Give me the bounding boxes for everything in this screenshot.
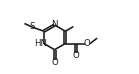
Text: N: N xyxy=(51,20,58,29)
Text: O: O xyxy=(84,39,90,48)
Text: O: O xyxy=(73,51,80,60)
Text: S: S xyxy=(30,22,35,31)
Text: HN: HN xyxy=(35,39,48,48)
Text: O: O xyxy=(51,58,58,67)
